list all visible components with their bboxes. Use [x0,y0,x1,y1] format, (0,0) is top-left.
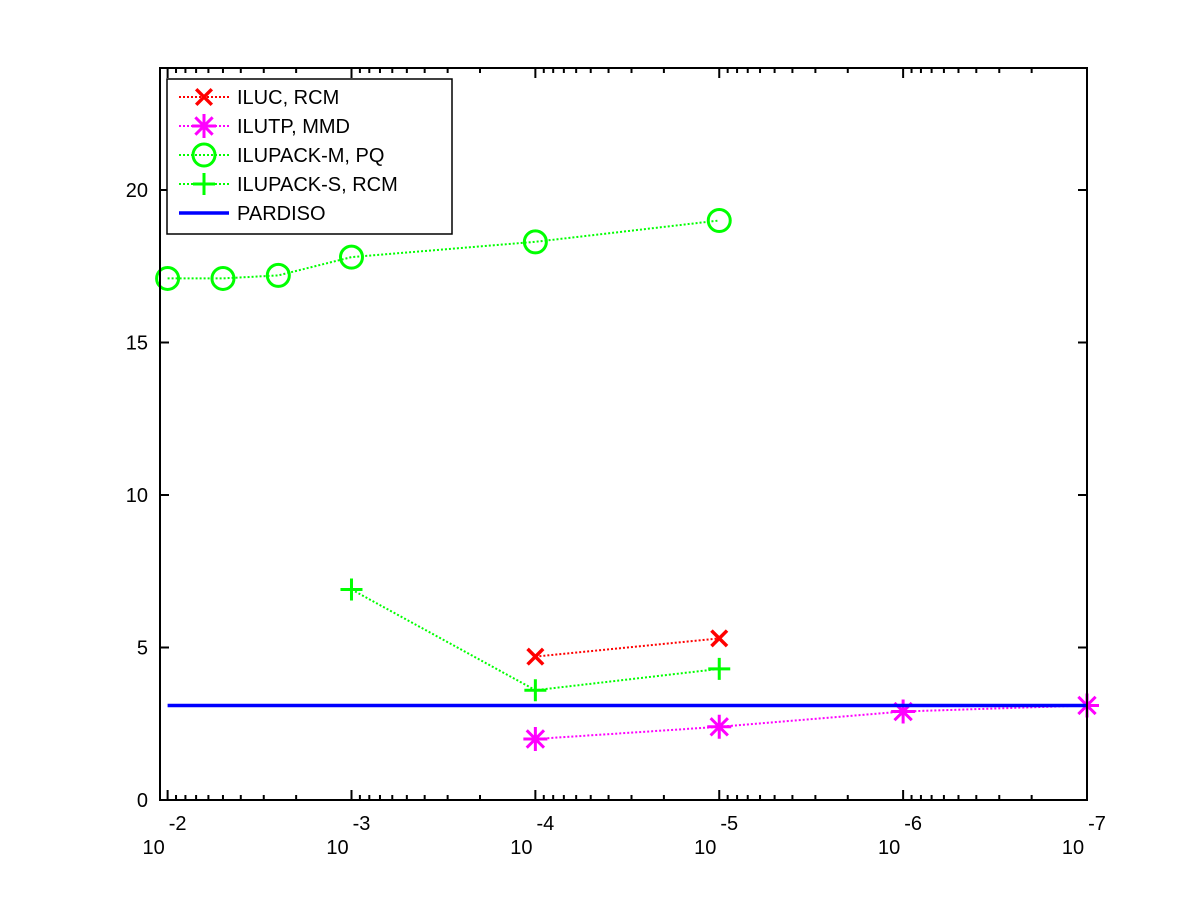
x-tick-label-base: 10 [326,837,348,859]
x-tick-label-base: 10 [1062,837,1084,859]
data-point [706,208,732,233]
axes-frame [159,67,1088,801]
legend-entry: ILUTP, MMD [179,114,350,138]
x-tick-label-exponent: -3 [353,813,371,835]
series-3 [340,578,731,702]
legend-label: ILUTP, MMD [237,116,350,138]
plot-area [155,208,1099,751]
series-0 [526,629,729,666]
legend-marker [191,142,217,168]
data-point [526,647,545,666]
x-tick-label-base: 10 [694,837,716,859]
data-point [708,657,731,680]
legend-label: ILUPACK-S, RCM [237,174,398,196]
series-1 [523,693,1099,751]
legend: ILUC, RCM ILUTP, MMD ILUPACK-M, PQ ILUPACK-… [166,78,453,235]
legend-label: ILUPACK-M, PQ [237,145,384,167]
x-tick-label-base: 10 [878,837,900,859]
legend-marker [193,173,215,195]
y-tick-label: 10 [126,485,148,507]
x-tick-label-exponent: -5 [720,813,738,835]
data-point [340,578,363,601]
legend-marker [194,87,214,107]
data-point [707,714,732,739]
legend-entry: ILUC, RCM [179,87,339,109]
y-tick-label: 0 [137,790,148,812]
data-point [155,265,181,291]
data-point [522,229,548,255]
data-point [338,244,364,270]
legend-entry: PARDISO [179,203,326,225]
legend-entry: ILUPACK-M, PQ [179,142,384,168]
series-2 [155,208,732,291]
legend-label: PARDISO [237,203,326,225]
series-line [535,637,720,658]
x-tick-label-base: 10 [510,837,532,859]
x-tick-label-base: 10 [142,837,164,859]
data-point [210,265,236,291]
series-line [535,704,1088,740]
series-line [167,219,720,280]
x-tick-label-exponent: -6 [904,813,922,835]
data-point [710,629,729,648]
data-point [524,679,547,702]
x-tick-label-exponent: -2 [169,813,187,835]
x-tick-label-exponent: -4 [536,813,554,835]
y-tick-label: 5 [137,638,148,660]
x-tick-label-exponent: -7 [1088,813,1106,835]
legend-label: ILUC, RCM [237,87,339,109]
data-point [265,262,291,288]
series-line [351,588,720,692]
legend-marker [192,114,216,138]
y-tick-label: 20 [126,180,148,202]
legend-entry: ILUPACK-S, RCM [179,173,398,196]
data-point [891,699,916,724]
data-point [523,727,548,751]
y-tick-label: 15 [126,333,148,355]
